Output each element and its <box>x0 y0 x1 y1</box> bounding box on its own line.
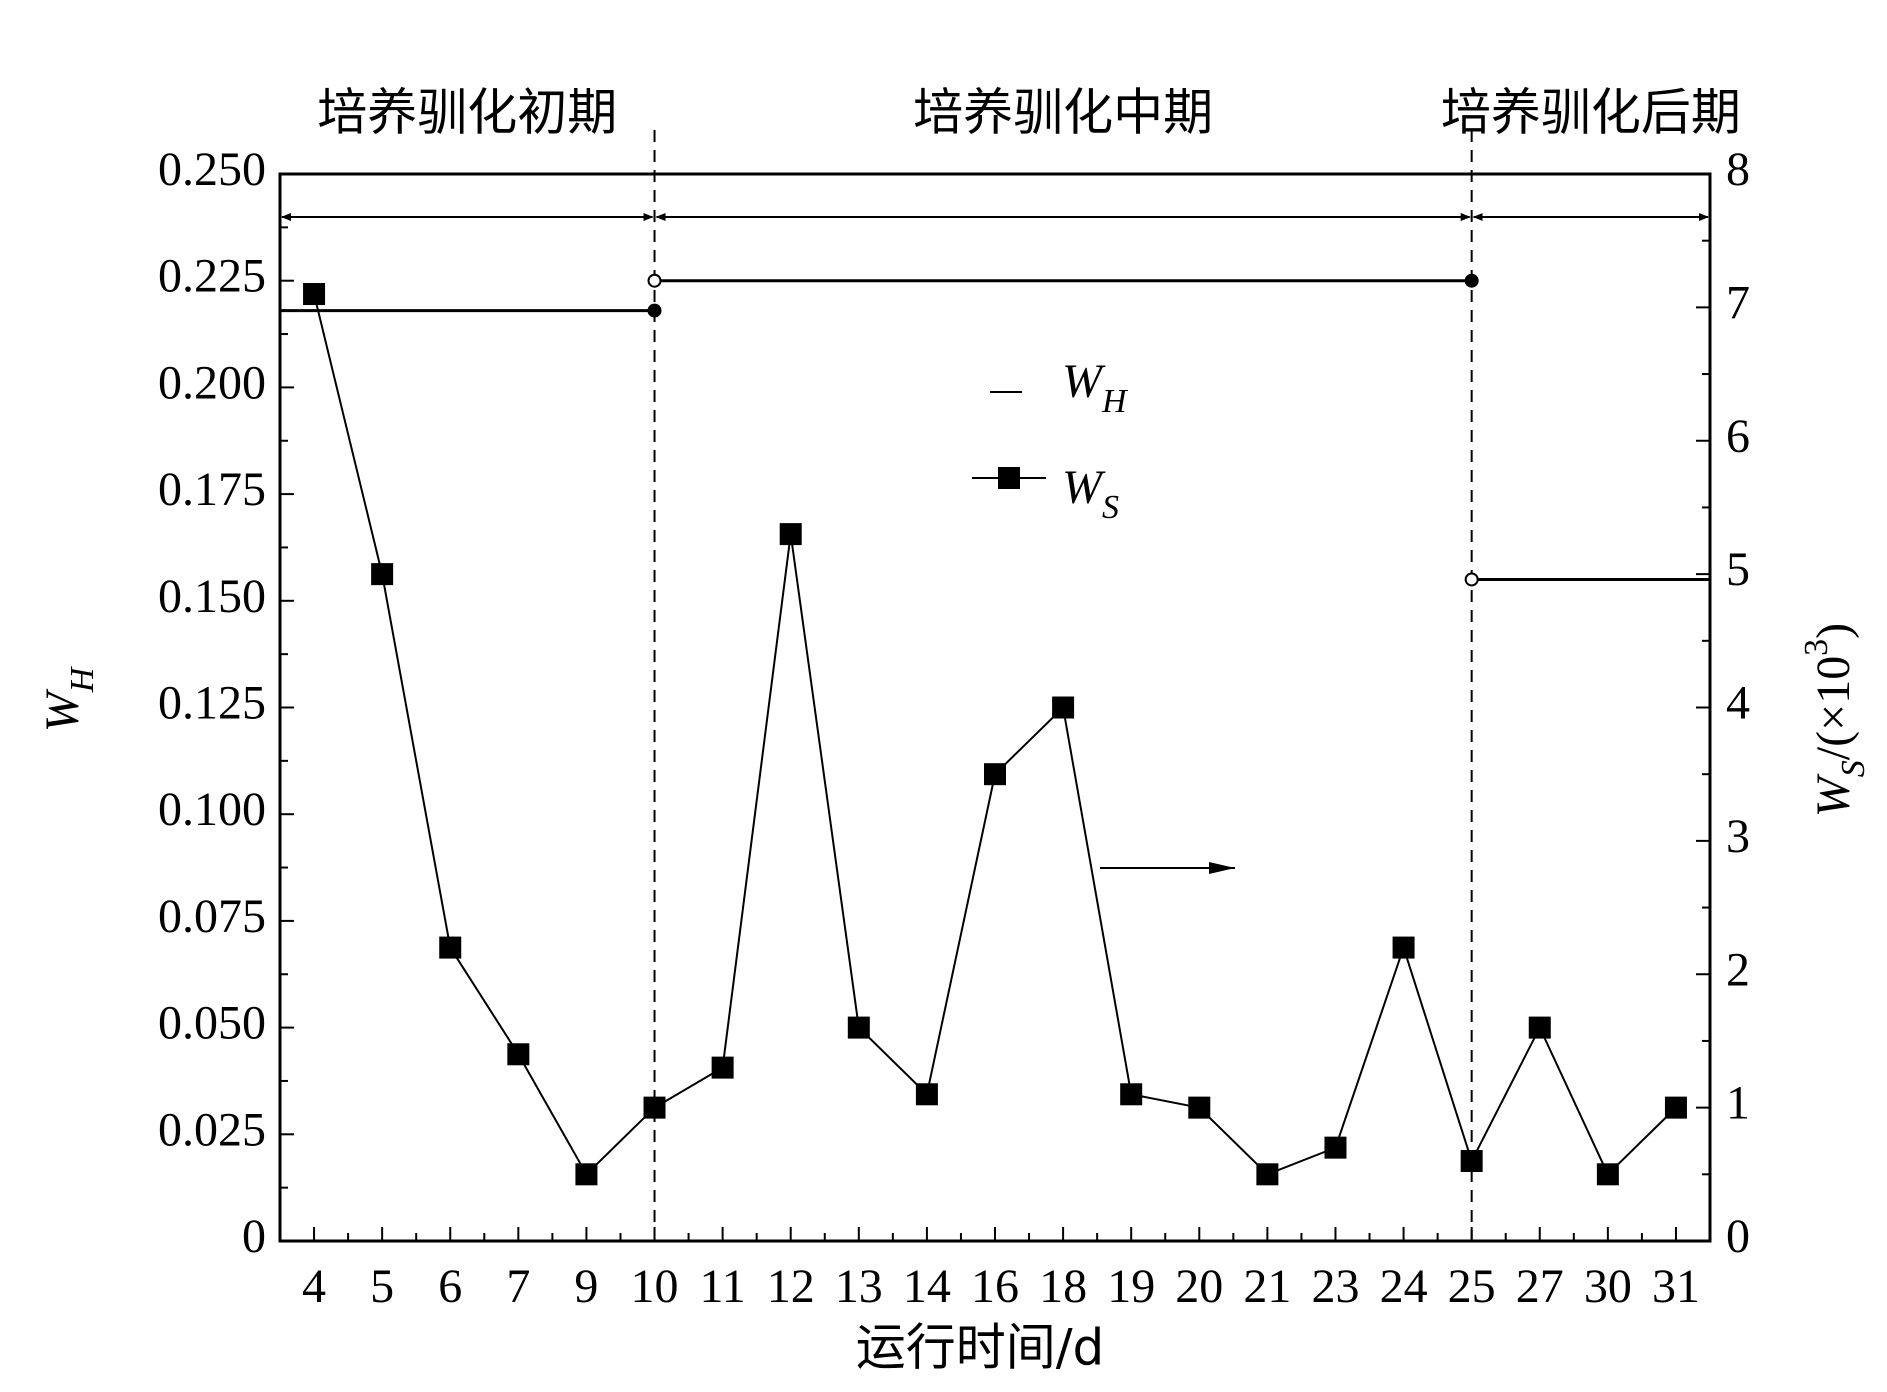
plot-frame <box>278 172 1712 1243</box>
y-tick-label: 0.050 <box>158 997 266 1050</box>
x-tick-label: 19 <box>1107 1260 1155 1313</box>
y2-axis-label: WS/(×103) <box>1798 623 1872 817</box>
ws-marker <box>1188 1096 1211 1119</box>
ws-marker <box>643 1096 666 1119</box>
ws-marker <box>1324 1136 1347 1159</box>
ws-marker <box>1392 936 1415 959</box>
y2-tick-label: 6 <box>1726 410 1750 463</box>
ws-marker <box>915 1083 938 1106</box>
ws-marker <box>439 936 462 959</box>
y2-tick-label: 1 <box>1726 1077 1750 1130</box>
x-tick-label: 18 <box>1039 1260 1087 1313</box>
x-tick-label: 31 <box>1652 1260 1700 1313</box>
x-axis-label: 运行时间/d <box>856 1319 1105 1377</box>
x-tick-label: 27 <box>1516 1260 1564 1313</box>
x-tick-label: 11 <box>700 1260 746 1313</box>
wh-end-point <box>647 303 662 318</box>
x-tick-label: 14 <box>903 1260 951 1313</box>
ws-marker <box>1528 1016 1551 1039</box>
y-tick-label: 0.250 <box>158 143 266 196</box>
x-tick-label: 25 <box>1448 1260 1496 1313</box>
stage-label: 培养驯化中期 <box>913 84 1213 142</box>
x-tick-label: 23 <box>1311 1260 1359 1313</box>
legend-ws-label: WS <box>1062 461 1119 526</box>
y-tick-label: 0.200 <box>158 356 266 409</box>
stage-label: 培养驯化初期 <box>317 84 617 142</box>
y2-tick-label: 0 <box>1726 1210 1750 1263</box>
ws-marker <box>1460 1149 1483 1172</box>
ws-marker <box>1664 1096 1687 1119</box>
y-tick-label: 0.175 <box>158 463 266 516</box>
label-part: H <box>64 665 101 693</box>
label-part: /(×10 <box>1807 656 1860 760</box>
ws-marker <box>507 1043 530 1066</box>
y-tick-label: 0.025 <box>158 1103 266 1156</box>
ws-marker <box>711 1056 734 1079</box>
ws-marker <box>371 563 394 586</box>
label-part: S <box>1102 489 1119 526</box>
y-tick-label: 0.225 <box>158 250 266 303</box>
label-part: ) <box>1807 623 1860 639</box>
ws-marker <box>303 283 326 306</box>
x-tick-label: 4 <box>302 1260 326 1313</box>
x-tick-label: 21 <box>1243 1260 1291 1313</box>
x-tick-label: 10 <box>631 1260 679 1313</box>
x-tick-label: 30 <box>1584 1260 1632 1313</box>
label-part: W <box>36 688 89 732</box>
ws-marker <box>1052 696 1075 719</box>
ws-marker <box>1256 1163 1279 1186</box>
x-tick-label: 20 <box>1175 1260 1223 1313</box>
ws-marker <box>575 1163 598 1186</box>
label-part: W <box>1062 355 1106 408</box>
y-tick-label: 0.150 <box>158 570 266 623</box>
x-tick-label: 5 <box>370 1260 394 1313</box>
wh-end-point <box>1464 273 1479 288</box>
label-part: H <box>1101 383 1129 420</box>
x-tick-label: 7 <box>506 1260 530 1313</box>
y-tick-label: 0 <box>242 1210 266 1263</box>
x-tick-label: 12 <box>767 1260 815 1313</box>
y-tick-label: 0.075 <box>158 890 266 943</box>
label-part: W <box>1807 773 1860 817</box>
y2-tick-label: 5 <box>1726 543 1750 596</box>
ws-marker <box>779 523 802 546</box>
x-tick-label: 24 <box>1380 1260 1428 1313</box>
legend-ws-marker <box>998 467 1020 489</box>
stage-label: 培养驯化后期 <box>1441 84 1741 142</box>
ws-marker <box>1596 1163 1619 1186</box>
label-part: S <box>1835 760 1872 777</box>
y2-tick-label: 4 <box>1726 677 1750 730</box>
ws-marker <box>1120 1083 1143 1106</box>
x-tick-label: 13 <box>835 1260 883 1313</box>
y2-tick-label: 8 <box>1726 143 1750 196</box>
y-axis-label: WH <box>36 665 101 732</box>
y2-tick-label: 2 <box>1726 943 1750 996</box>
x-tick-label: 9 <box>574 1260 598 1313</box>
label-part: W <box>1062 461 1106 514</box>
ws-marker <box>984 763 1006 786</box>
y2-tick-label: 7 <box>1726 276 1750 329</box>
ws-marker <box>847 1016 870 1039</box>
wh-start-point <box>647 273 662 288</box>
legend-wh-label: WH <box>1062 355 1129 420</box>
wh-start-point <box>1464 572 1479 587</box>
x-tick-label: 6 <box>438 1260 462 1313</box>
y2-tick-label: 3 <box>1726 810 1750 863</box>
y-tick-label: 0.100 <box>158 783 266 836</box>
y-tick-label: 0.125 <box>158 677 266 730</box>
label-part: 3 <box>1798 639 1835 656</box>
x-tick-label: 16 <box>971 1260 1019 1313</box>
